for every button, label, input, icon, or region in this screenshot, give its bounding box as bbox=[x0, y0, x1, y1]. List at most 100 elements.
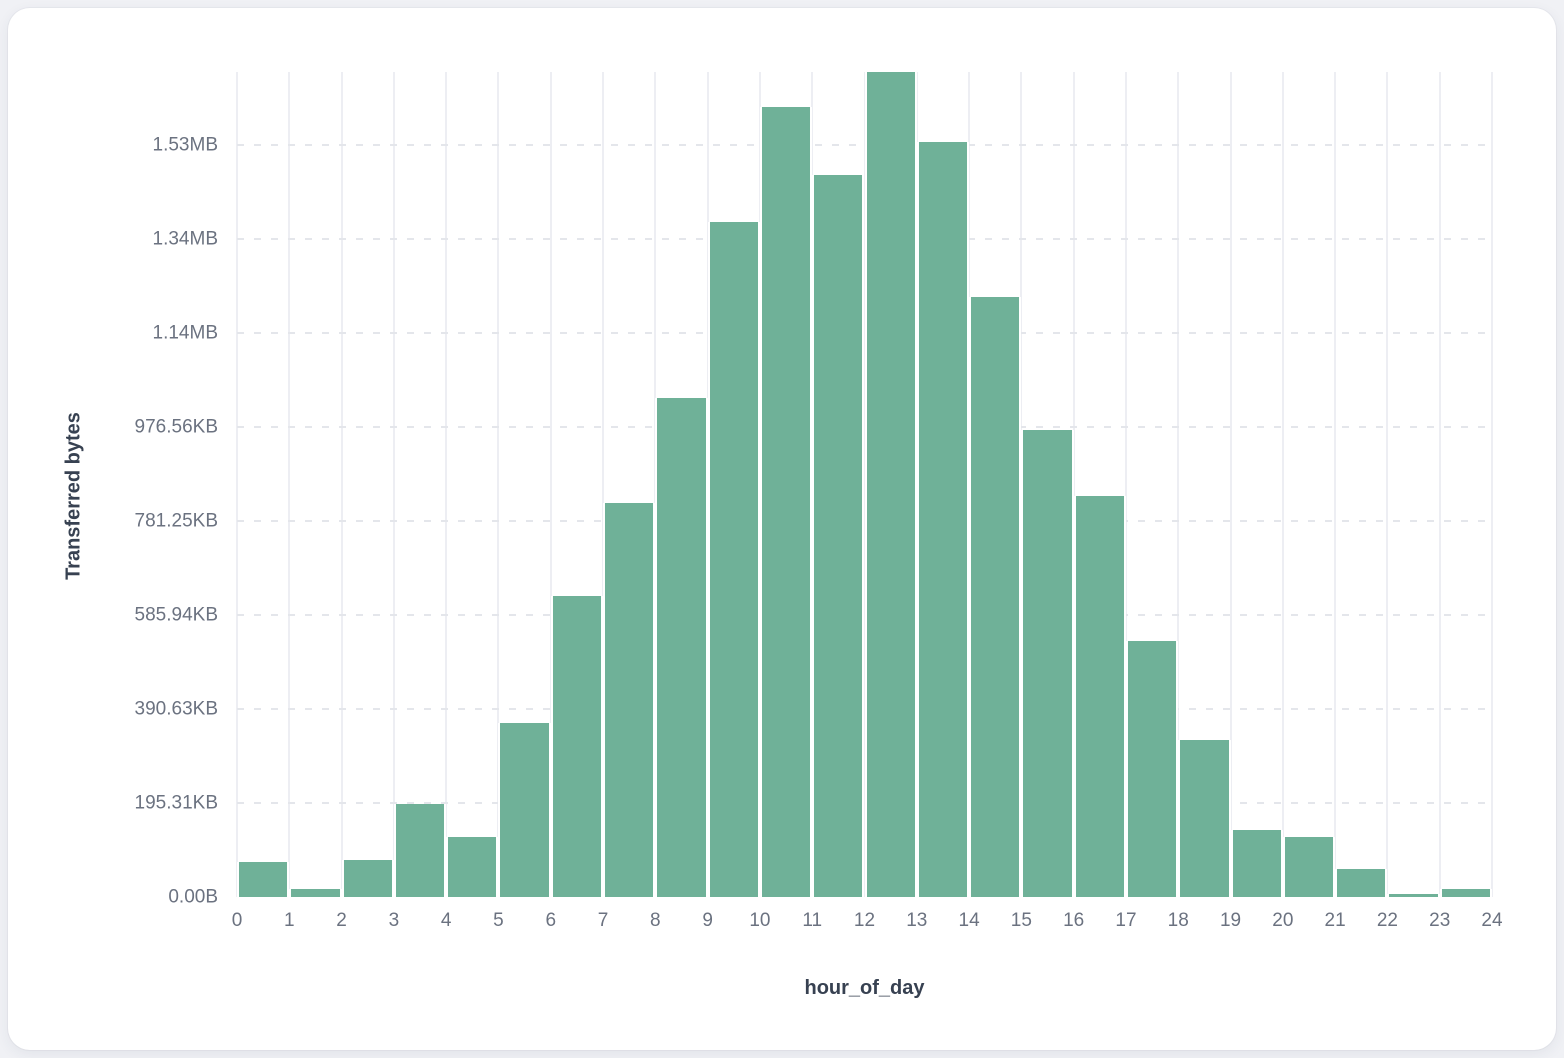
x-tick-label: 12 bbox=[853, 910, 876, 931]
bar-fill bbox=[395, 804, 445, 897]
bar-hour-3[interactable] bbox=[393, 804, 447, 897]
bar-fill bbox=[971, 297, 1020, 897]
bar-fill bbox=[1180, 740, 1229, 897]
bar-fill bbox=[448, 837, 497, 897]
bar-hour-14[interactable] bbox=[969, 297, 1022, 897]
x-tick-label: 5 bbox=[493, 910, 504, 931]
vertical-gridline bbox=[1281, 72, 1284, 897]
x-tick-label: 20 bbox=[1272, 910, 1294, 931]
vertical-gridline bbox=[340, 72, 343, 897]
y-tick-label: 0.00B bbox=[168, 886, 218, 908]
bar-fill bbox=[1023, 430, 1072, 897]
vertical-gridline bbox=[1386, 72, 1389, 897]
x-tick-label: 4 bbox=[440, 910, 452, 931]
bar-hour-9[interactable] bbox=[707, 222, 760, 897]
x-tick-label: 9 bbox=[702, 910, 713, 931]
y-tick-label: 1.14MB bbox=[152, 322, 218, 344]
y-tick-label: 1.53MB bbox=[152, 134, 218, 156]
bar-fill bbox=[343, 860, 392, 897]
bar-fill bbox=[761, 107, 811, 897]
chart-card: 0.00B 195.31KB 390.63KB 585.94KB 781.25KB 976… bbox=[8, 8, 1556, 1050]
x-tick-label: 11 bbox=[802, 910, 823, 931]
bar-fill bbox=[605, 503, 654, 897]
x-tick-label: 1 bbox=[283, 910, 295, 931]
x-tick-label: 8 bbox=[650, 910, 661, 931]
bar-hour-2[interactable] bbox=[341, 860, 394, 897]
bar-fill bbox=[1075, 496, 1124, 897]
vertical-gridline bbox=[236, 72, 238, 897]
bar-fill bbox=[657, 398, 706, 897]
y-tick-label: 1.34MB bbox=[152, 228, 218, 250]
bar-hour-13[interactable] bbox=[916, 142, 970, 897]
x-tick-label: 24 bbox=[1481, 910, 1503, 931]
vertical-gridline bbox=[445, 72, 448, 897]
x-tick-label: 16 bbox=[1063, 910, 1085, 931]
vertical-gridline bbox=[1124, 72, 1127, 897]
bar-hour-22[interactable] bbox=[1387, 893, 1440, 897]
bar-hour-0[interactable] bbox=[237, 862, 290, 897]
vertical-gridline bbox=[1491, 72, 1493, 897]
x-tick-label: 22 bbox=[1376, 910, 1398, 931]
vertical-gridline bbox=[1334, 72, 1337, 897]
bar-fill bbox=[1284, 837, 1334, 897]
vertical-gridline bbox=[392, 72, 395, 897]
x-tick-label: 19 bbox=[1219, 910, 1242, 931]
y-tick-label: 976.56KB bbox=[134, 416, 218, 438]
bar-fill bbox=[1127, 640, 1177, 897]
vertical-gridline bbox=[288, 72, 291, 897]
x-tick-label: 18 bbox=[1167, 910, 1189, 931]
bar-fill bbox=[239, 862, 288, 897]
y-tick-label: 585.94KB bbox=[134, 604, 218, 626]
bar-hour-21[interactable] bbox=[1335, 869, 1388, 897]
x-tick-label: 10 bbox=[749, 910, 771, 931]
bar-hour-8[interactable] bbox=[655, 398, 708, 897]
bar-fill bbox=[1337, 869, 1386, 897]
bar-fill bbox=[709, 222, 758, 897]
bar-fill bbox=[1441, 889, 1490, 897]
bar-hour-12[interactable] bbox=[864, 72, 917, 897]
bar-hour-23[interactable] bbox=[1439, 889, 1492, 897]
bar-hour-16[interactable] bbox=[1073, 496, 1126, 897]
bar-hour-18[interactable] bbox=[1178, 740, 1231, 897]
vertical-gridline bbox=[549, 72, 552, 897]
y-tick-label: 195.31KB bbox=[134, 792, 218, 814]
y-tick-label: 390.63KB bbox=[134, 698, 218, 720]
histogram-plot-area: 0.00B 195.31KB 390.63KB 585.94KB 781.25KB 976… bbox=[135, 72, 1503, 930]
vertical-gridline bbox=[1229, 72, 1232, 897]
x-tick-label: 6 bbox=[545, 910, 557, 931]
y-axis-title: Transferred bytes bbox=[62, 412, 85, 580]
bar-hour-5[interactable] bbox=[498, 723, 551, 897]
bar-hour-10[interactable] bbox=[759, 107, 813, 897]
bar-fill bbox=[918, 142, 968, 897]
x-tick-label: 2 bbox=[336, 910, 347, 931]
bar-hour-1[interactable] bbox=[289, 889, 342, 897]
x-tick-label: 15 bbox=[1010, 910, 1032, 931]
y-tick-label: 781.25KB bbox=[134, 510, 218, 532]
vertical-gridline bbox=[1072, 72, 1075, 897]
bar-fill bbox=[500, 723, 549, 897]
x-tick-label: 21 bbox=[1324, 910, 1346, 931]
vertical-gridline bbox=[1177, 72, 1180, 897]
bar-hour-6[interactable] bbox=[550, 595, 604, 897]
bar-fill bbox=[1232, 830, 1281, 897]
bar-hour-7[interactable] bbox=[603, 503, 656, 897]
bar-hour-20[interactable] bbox=[1282, 837, 1336, 897]
x-tick-label: 14 bbox=[958, 910, 980, 931]
x-axis-title: hour_of_day bbox=[804, 977, 925, 999]
x-tick-label: 7 bbox=[597, 910, 609, 931]
bar-hour-15[interactable] bbox=[1021, 430, 1074, 897]
bar-hour-17[interactable] bbox=[1125, 640, 1179, 897]
x-tick-label: 0 bbox=[231, 910, 243, 931]
bar-fill bbox=[814, 175, 863, 897]
bar-fill bbox=[1389, 893, 1438, 897]
bar-hour-11[interactable] bbox=[812, 175, 865, 897]
bar-hour-19[interactable] bbox=[1230, 830, 1283, 897]
x-tick-label: 3 bbox=[388, 910, 400, 931]
bar-hour-4[interactable] bbox=[446, 837, 499, 897]
bar-fill bbox=[866, 72, 915, 897]
vertical-gridline bbox=[497, 72, 500, 897]
x-tick-label: 17 bbox=[1115, 910, 1137, 931]
x-tick-label: 13 bbox=[906, 910, 928, 931]
bar-fill bbox=[552, 595, 602, 897]
